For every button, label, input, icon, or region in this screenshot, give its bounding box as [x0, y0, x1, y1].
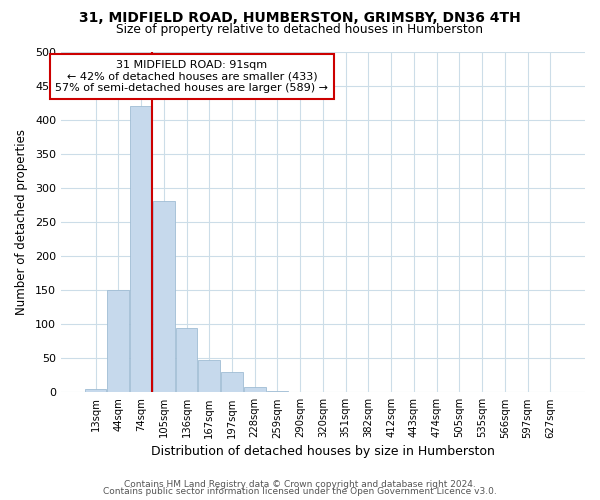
- Bar: [85, 389, 106, 392]
- Bar: [221, 372, 243, 392]
- Text: Contains HM Land Registry data © Crown copyright and database right 2024.: Contains HM Land Registry data © Crown c…: [124, 480, 476, 489]
- Bar: [153, 202, 175, 392]
- Bar: [107, 290, 129, 392]
- X-axis label: Distribution of detached houses by size in Humberston: Distribution of detached houses by size …: [151, 444, 495, 458]
- Text: Size of property relative to detached houses in Humberston: Size of property relative to detached ho…: [116, 22, 484, 36]
- Bar: [176, 328, 197, 392]
- Y-axis label: Number of detached properties: Number of detached properties: [15, 129, 28, 315]
- Bar: [199, 360, 220, 392]
- Bar: [130, 106, 152, 393]
- Text: Contains public sector information licensed under the Open Government Licence v3: Contains public sector information licen…: [103, 487, 497, 496]
- Bar: [266, 391, 288, 392]
- Text: 31, MIDFIELD ROAD, HUMBERSTON, GRIMSBY, DN36 4TH: 31, MIDFIELD ROAD, HUMBERSTON, GRIMSBY, …: [79, 12, 521, 26]
- Bar: [244, 387, 266, 392]
- Text: 31 MIDFIELD ROAD: 91sqm
← 42% of detached houses are smaller (433)
57% of semi-d: 31 MIDFIELD ROAD: 91sqm ← 42% of detache…: [55, 60, 328, 93]
